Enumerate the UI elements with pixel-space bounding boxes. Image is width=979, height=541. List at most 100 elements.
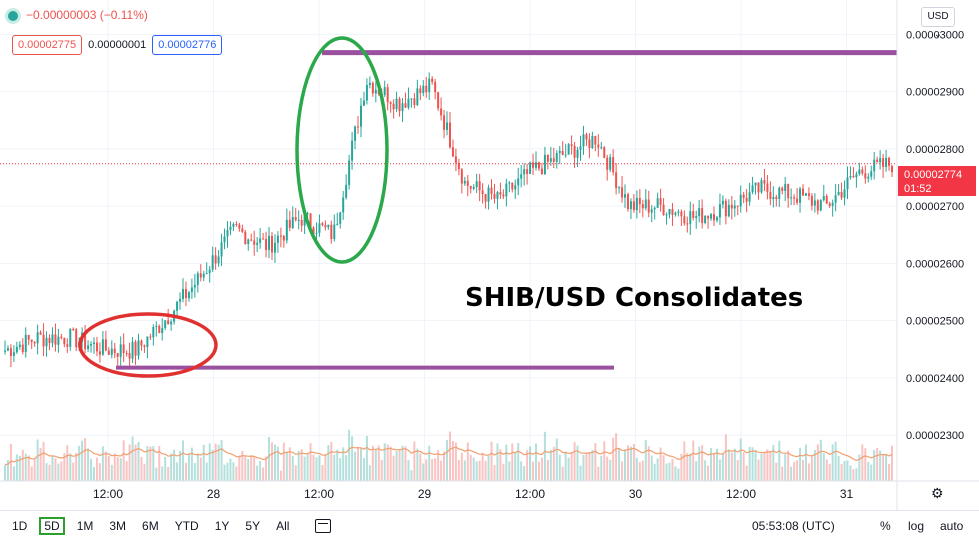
candle-body — [879, 158, 882, 163]
candle-body — [167, 320, 170, 325]
volume-bar — [386, 444, 389, 481]
percent-toggle[interactable]: % — [880, 519, 891, 533]
candle-body — [778, 187, 781, 200]
candle-body — [300, 219, 303, 226]
timeframe-6m[interactable]: 6M — [142, 519, 159, 533]
candle-body — [891, 165, 893, 173]
volume-bar — [543, 431, 546, 481]
candle-body — [475, 181, 478, 188]
candle-body — [362, 100, 365, 106]
candle-body — [469, 185, 472, 189]
candle-body — [885, 157, 888, 167]
timeframe-5y[interactable]: 5Y — [245, 519, 261, 533]
candle-body — [202, 273, 205, 278]
volume-bar — [481, 452, 484, 481]
candle-body — [425, 85, 428, 93]
volume-bar — [90, 458, 93, 481]
last-price-value: 0.00002774 — [904, 169, 963, 181]
volume-bar — [134, 444, 137, 481]
candle-body — [561, 150, 564, 155]
candle-body — [529, 162, 532, 174]
volume-bar — [549, 449, 552, 481]
candle-body — [193, 284, 196, 288]
candle-body — [131, 341, 134, 359]
volume-bar — [457, 459, 460, 481]
candle-body — [615, 172, 618, 189]
candle-body — [742, 194, 745, 198]
volume-bar — [653, 463, 656, 481]
timeframe-1d[interactable]: 1D — [12, 519, 28, 533]
candle-body — [128, 353, 131, 359]
volume-bar — [75, 452, 78, 481]
bid-price[interactable]: 0.00002775 — [12, 35, 83, 55]
volume-bar — [250, 455, 253, 481]
auto-toggle[interactable]: auto — [940, 519, 964, 533]
volume-bar — [781, 466, 784, 481]
candle-body — [843, 189, 846, 198]
volume-bar — [448, 431, 451, 481]
candle-body — [463, 180, 466, 184]
candle-body — [739, 194, 742, 207]
volume-bar — [4, 464, 6, 481]
volume-bar — [849, 465, 852, 481]
volume-bar — [721, 453, 724, 481]
volume-bar — [790, 466, 793, 481]
candle-body — [689, 211, 692, 224]
candle-body — [431, 78, 434, 82]
volume-bar — [351, 436, 354, 481]
volume-bar — [879, 450, 882, 481]
volume-bar — [9, 443, 12, 481]
candle-body — [27, 334, 30, 340]
timeframe-5d[interactable]: 5D — [39, 517, 65, 535]
candle-body — [882, 158, 885, 167]
candle-body — [303, 213, 306, 226]
candle-body — [389, 102, 392, 104]
candle-body — [558, 150, 561, 154]
candle-body — [33, 341, 36, 344]
candle-body — [796, 198, 799, 203]
candle-body — [460, 169, 463, 184]
volume-bar — [689, 453, 692, 481]
candle-body — [220, 242, 223, 257]
volume-bar — [819, 439, 822, 481]
x-tick-label: 12:00 — [93, 487, 123, 501]
volume-bar — [294, 465, 297, 481]
volume-bar — [238, 455, 241, 481]
timeframe-ytd[interactable]: YTD — [174, 519, 199, 533]
timeframe-1m[interactable]: 1M — [76, 519, 94, 533]
volume-bar — [508, 461, 511, 481]
settings-gear-icon[interactable]: ⚙ — [931, 485, 944, 501]
volume-bar — [262, 467, 265, 481]
candle-body — [585, 134, 588, 140]
candle-body — [787, 183, 790, 199]
volume-bar — [692, 440, 695, 481]
candle-body — [238, 224, 241, 229]
bar-countdown: 01:52 — [904, 183, 932, 195]
candle-body — [751, 185, 754, 193]
utc-clock[interactable]: 05:53:08 (UTC) — [752, 519, 835, 533]
calendar-range-icon[interactable] — [315, 519, 332, 533]
timeframe-all[interactable]: All — [276, 519, 290, 533]
timeframe-3m[interactable]: 3M — [109, 519, 127, 533]
candle-body — [30, 339, 33, 342]
volume-bar — [532, 461, 535, 481]
candle-body — [342, 197, 345, 213]
candle-body — [164, 320, 167, 329]
volume-bar — [778, 440, 781, 481]
volume-bar — [787, 450, 790, 481]
volume-bar — [561, 466, 564, 481]
candle-body — [448, 122, 451, 148]
ask-price[interactable]: 0.00002776 — [152, 35, 223, 55]
volume-bar — [110, 464, 113, 481]
log-toggle[interactable]: log — [908, 519, 925, 533]
volume-bar — [247, 458, 250, 481]
candle-body — [582, 134, 585, 147]
y-tick-label: 0.00003000 — [906, 29, 964, 41]
x-tick-label: 12:00 — [726, 487, 756, 501]
volume-bars — [4, 429, 893, 481]
timeframe-1y[interactable]: 1Y — [214, 519, 230, 533]
currency-select[interactable]: USD ⌄ — [921, 7, 955, 40]
volume-bar — [451, 440, 454, 481]
volume-bar — [416, 448, 419, 481]
